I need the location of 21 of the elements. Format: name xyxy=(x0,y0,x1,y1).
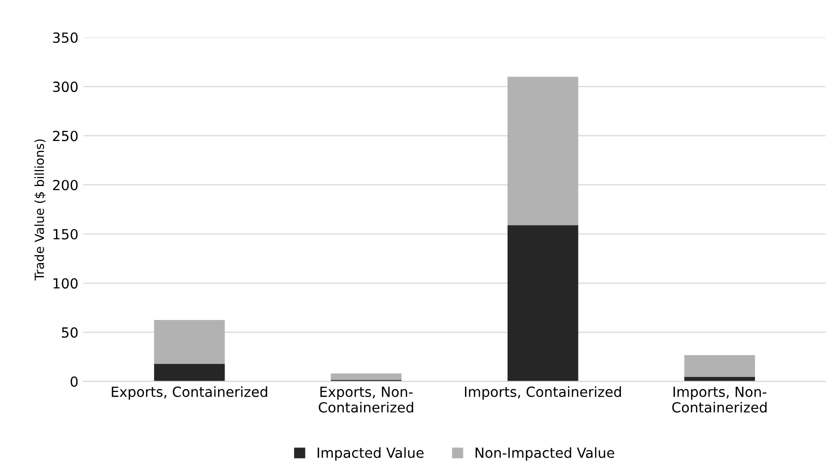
bar xyxy=(154,320,225,364)
x-tick-label: Exports, Non- Containerized xyxy=(318,386,414,413)
bar xyxy=(508,76,578,226)
y-tick-label: 50 xyxy=(62,327,78,338)
y-tick-label: 350 xyxy=(53,32,78,43)
bar xyxy=(154,364,225,382)
y-tick-label: 300 xyxy=(53,82,78,92)
bar xyxy=(330,374,402,380)
y-tick-label: 100 xyxy=(54,278,78,289)
y-tick-label: 200 xyxy=(53,180,78,190)
legend-label: Impacted Value xyxy=(318,447,424,461)
legend-label: Non-Impacted Value xyxy=(476,447,614,461)
y-tick-label: 150 xyxy=(54,228,78,240)
bar xyxy=(684,355,755,377)
y-tick-label: 0 xyxy=(70,376,78,387)
bar xyxy=(508,225,578,382)
y-axis-title: Trade Value ($ billions) xyxy=(34,139,46,281)
y-tick-label: 250 xyxy=(53,130,78,142)
x-tick-label: Imports, Non- Containerized xyxy=(672,386,767,413)
x-tick-label: Exports, Containerized xyxy=(112,386,268,400)
x-tick-label: Imports, Containerized xyxy=(464,386,621,400)
